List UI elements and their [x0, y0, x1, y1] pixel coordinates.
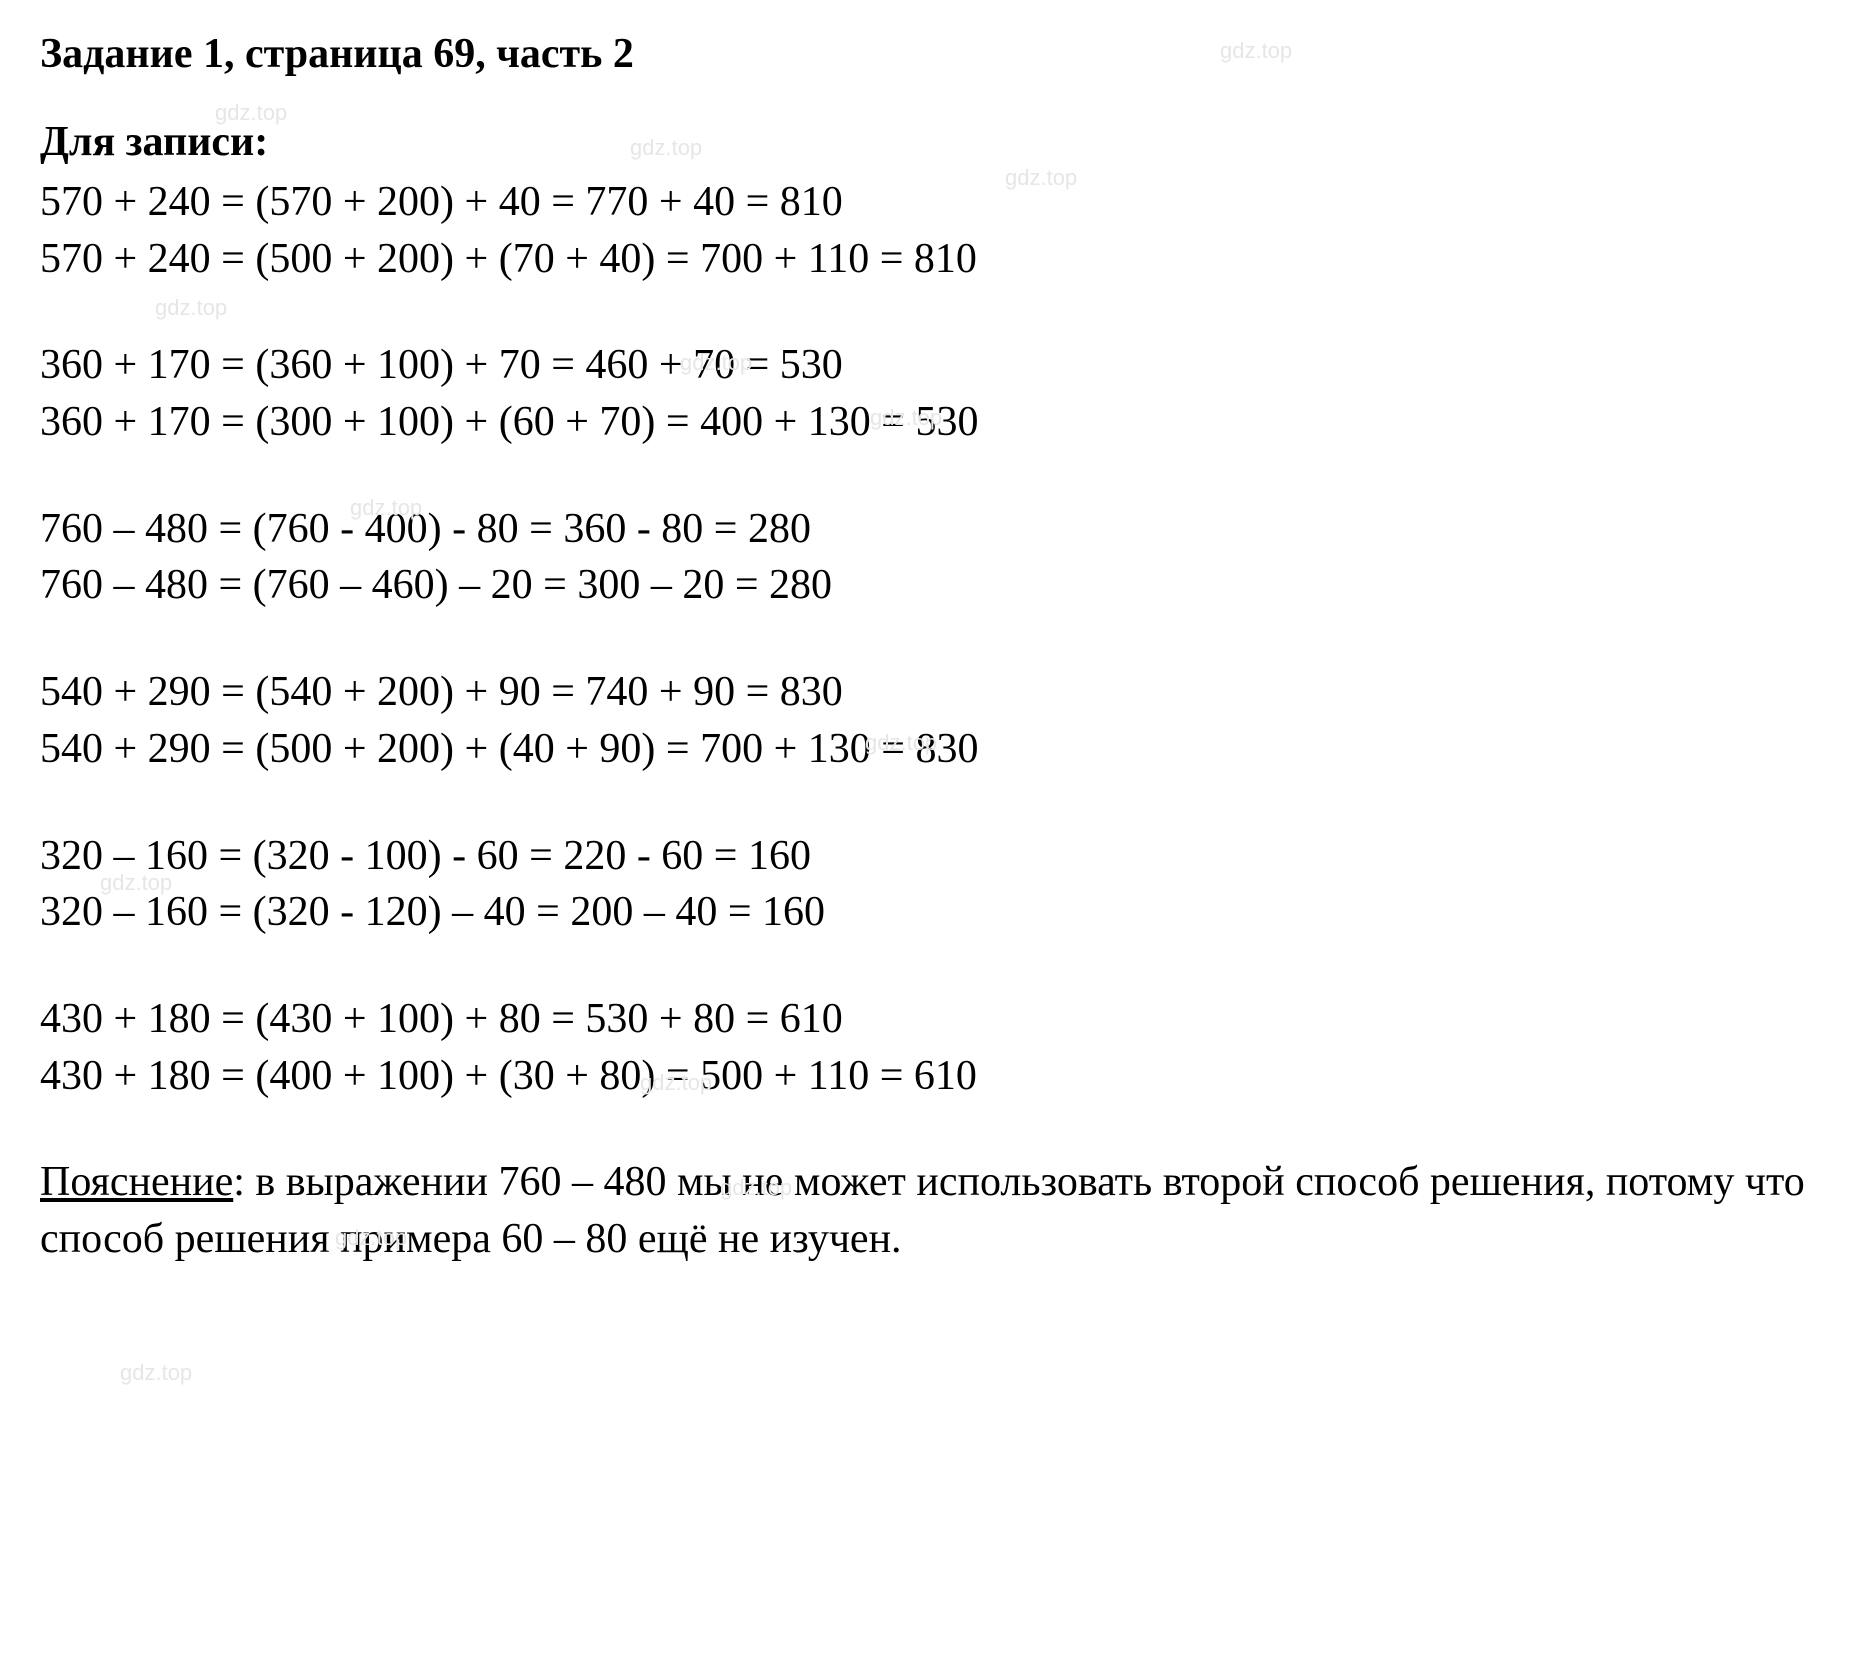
- equation-line: 320 – 160 = (320 - 120) – 40 = 200 – 40 …: [40, 884, 1829, 941]
- equation-line: 570 + 240 = (570 + 200) + 40 = 770 + 40 …: [40, 174, 1829, 231]
- watermark: gdz.top: [120, 1360, 192, 1386]
- equation-line: 320 – 160 = (320 - 100) - 60 = 220 - 60 …: [40, 828, 1829, 885]
- equation-group: 570 + 240 = (570 + 200) + 40 = 770 + 40 …: [40, 174, 1829, 287]
- explanation-text: : в выражении 760 – 480 мы не может испо…: [40, 1159, 1805, 1262]
- equation-line: 570 + 240 = (500 + 200) + (70 + 40) = 70…: [40, 231, 1829, 288]
- explanation-label: Пояснение: [40, 1159, 233, 1205]
- equation-line: 360 + 170 = (300 + 100) + (60 + 70) = 40…: [40, 394, 1829, 451]
- equation-line: 540 + 290 = (540 + 200) + 90 = 740 + 90 …: [40, 664, 1829, 721]
- equation-line: 430 + 180 = (430 + 100) + 80 = 530 + 80 …: [40, 991, 1829, 1048]
- equation-group: 430 + 180 = (430 + 100) + 80 = 530 + 80 …: [40, 991, 1829, 1104]
- equation-group: 760 – 480 = (760 - 400) - 80 = 360 - 80 …: [40, 501, 1829, 614]
- equation-line: 760 – 480 = (760 - 400) - 80 = 360 - 80 …: [40, 501, 1829, 558]
- page-title: Задание 1, страница 69, часть 2: [40, 30, 1829, 78]
- equation-group: 320 – 160 = (320 - 100) - 60 = 220 - 60 …: [40, 828, 1829, 941]
- section-label: Для записи:: [40, 118, 1829, 166]
- watermark: gdz.top: [155, 295, 227, 321]
- equation-group: 360 + 170 = (360 + 100) + 70 = 460 + 70 …: [40, 337, 1829, 450]
- explanation-block: Пояснение: в выражении 760 – 480 мы не м…: [40, 1154, 1829, 1267]
- equation-group: 540 + 290 = (540 + 200) + 90 = 740 + 90 …: [40, 664, 1829, 777]
- equation-line: 760 – 480 = (760 – 460) – 20 = 300 – 20 …: [40, 557, 1829, 614]
- equation-line: 430 + 180 = (400 + 100) + (30 + 80) = 50…: [40, 1048, 1829, 1105]
- equation-line: 540 + 290 = (500 + 200) + (40 + 90) = 70…: [40, 721, 1829, 778]
- equation-line: 360 + 170 = (360 + 100) + 70 = 460 + 70 …: [40, 337, 1829, 394]
